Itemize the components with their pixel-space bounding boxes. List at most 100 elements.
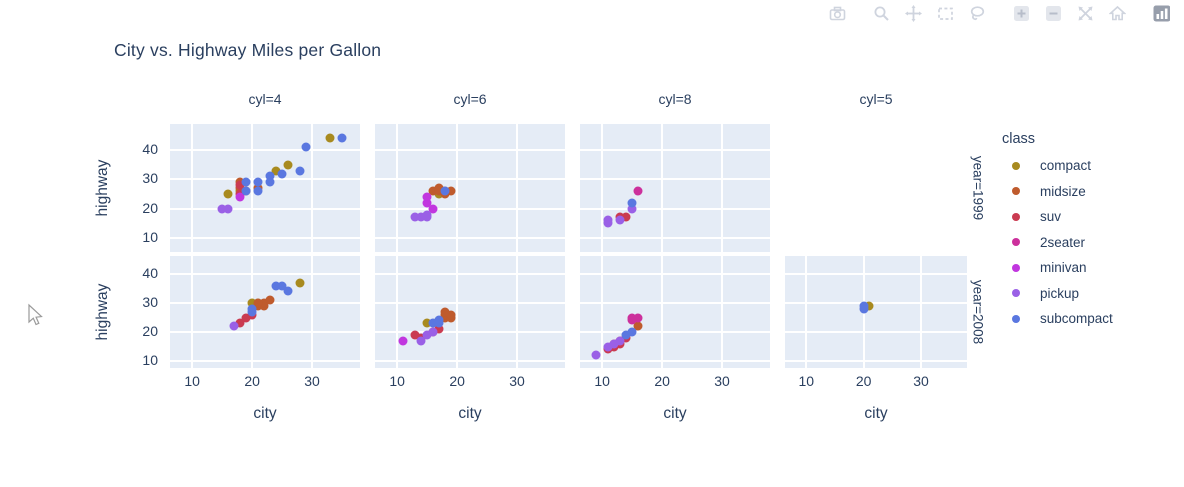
gridline	[785, 360, 967, 363]
scatter-point-subcompact	[434, 315, 444, 325]
scatter-point-suv	[434, 324, 444, 334]
gridline	[396, 124, 399, 252]
scatter-point-midsize	[633, 321, 643, 331]
facet-row-title: year=2008	[970, 279, 986, 345]
x-tick-label: 10	[594, 373, 610, 389]
gridline	[785, 331, 967, 334]
scatter-point-compact	[295, 278, 305, 288]
scatter-point-compact	[283, 160, 293, 170]
legend-marker-icon	[1012, 289, 1020, 298]
facet-panel[interactable]	[375, 124, 565, 252]
y-tick-label: 40	[142, 264, 158, 281]
gridline	[170, 207, 360, 210]
legend-item-pickup[interactable]: pickup	[1002, 281, 1113, 307]
gridline	[661, 124, 664, 252]
legend-marker-icon	[1012, 212, 1020, 221]
y-axis-title: highway	[94, 159, 111, 217]
scatter-point-subcompact	[428, 318, 438, 328]
x-axis-title: city	[663, 405, 687, 422]
facet-panel[interactable]	[580, 124, 770, 252]
scatter-point-midsize	[446, 310, 456, 320]
legend-label: subcompact	[1040, 311, 1113, 327]
legend-item-suv[interactable]: suv	[1002, 204, 1113, 230]
scatter-point-pickup	[223, 204, 233, 214]
facet-col-title: cyl=8	[658, 91, 692, 107]
pan-icon[interactable]	[901, 3, 926, 23]
scatter-point-pickup	[229, 321, 239, 331]
legend-label: 2seater	[1040, 234, 1086, 250]
scatter-point-pickup	[609, 339, 619, 349]
scatter-point-compact	[271, 166, 281, 176]
scatter-point-subcompact	[627, 327, 637, 337]
scatter-point-subcompact	[283, 286, 293, 296]
legend-label: minivan	[1040, 260, 1087, 276]
y-tick-label: 30	[142, 170, 158, 187]
scatter-point-subcompact	[337, 133, 347, 143]
scatter-point-2seater	[633, 313, 643, 322]
gridline	[375, 236, 565, 239]
legend-item-minivan[interactable]: minivan	[1002, 255, 1113, 281]
reset-axes-home-icon[interactable]	[1105, 3, 1130, 23]
scatter-point-subcompact	[440, 186, 450, 196]
legend-label: suv	[1040, 209, 1062, 225]
y-tick-label: 30	[142, 294, 158, 310]
scatter-point-minivan	[235, 192, 245, 202]
scatter-point-subcompact	[253, 186, 263, 196]
scatter-point-compact	[247, 298, 257, 308]
scatter-point-suv	[235, 318, 245, 328]
gridline	[516, 256, 519, 368]
scatter-point-midsize	[253, 298, 263, 308]
legend-item-2seater[interactable]: 2seater	[1002, 230, 1113, 256]
camera-icon[interactable]	[825, 3, 850, 23]
scatter-point-subcompact	[241, 177, 251, 187]
x-tick-label: 20	[855, 373, 872, 389]
gridline	[170, 331, 360, 334]
scatter-point-suv	[235, 180, 245, 190]
facet-panel[interactable]	[580, 256, 770, 368]
scatter-point-minivan	[428, 204, 438, 214]
scatter-point-subcompact	[247, 304, 257, 314]
legend-item-midsize[interactable]: midsize	[1002, 179, 1113, 205]
gridline	[920, 256, 923, 368]
scatter-point-pickup	[591, 350, 601, 360]
scatter-point-minivan	[422, 192, 432, 202]
lasso-select-icon[interactable]	[965, 3, 990, 23]
plotly-logo-icon[interactable]	[1149, 3, 1174, 23]
facet-panel[interactable]	[170, 124, 360, 252]
gridline	[311, 124, 314, 252]
scatter-point-suv	[410, 330, 420, 340]
gridline	[721, 124, 724, 252]
gridline	[580, 360, 770, 363]
box-select-icon[interactable]	[933, 3, 958, 23]
legend-item-compact[interactable]: compact	[1002, 153, 1113, 179]
gridline	[375, 302, 565, 304]
scatter-point-subcompact	[621, 330, 631, 340]
zoom-in-icon[interactable]	[1009, 3, 1034, 23]
legend-item-subcompact[interactable]: subcompact	[1002, 306, 1113, 332]
scatter-point-pickup	[416, 212, 426, 222]
scatter-point-2seater	[633, 186, 643, 196]
zoom-out-icon[interactable]	[1041, 3, 1066, 23]
x-tick-label: 10	[389, 373, 405, 389]
gridline	[601, 256, 604, 368]
zoom-icon[interactable]	[869, 3, 894, 23]
legend: class compact midsize suv 2seater minivan pick…	[1002, 131, 1113, 332]
scatter-point-compact	[223, 189, 233, 199]
facet-panel[interactable]	[785, 256, 967, 368]
scatter-point-pickup	[416, 336, 426, 346]
facet-col-title: cyl=4	[248, 91, 282, 107]
facet-panel[interactable]	[375, 256, 565, 368]
x-tick-label: 20	[449, 373, 465, 389]
mouse-cursor	[24, 303, 46, 332]
scatter-point-pickup	[603, 342, 613, 352]
facet-panel[interactable]	[170, 256, 360, 368]
scatter-point-pickup	[217, 204, 227, 214]
autoscale-icon[interactable]	[1073, 3, 1098, 23]
legend-marker-icon	[1012, 238, 1020, 247]
gridline	[580, 207, 770, 210]
x-tick-label: 20	[244, 373, 260, 389]
gridline	[375, 149, 565, 152]
gridline	[456, 124, 459, 252]
gridline	[170, 236, 360, 239]
gridline	[785, 302, 967, 304]
